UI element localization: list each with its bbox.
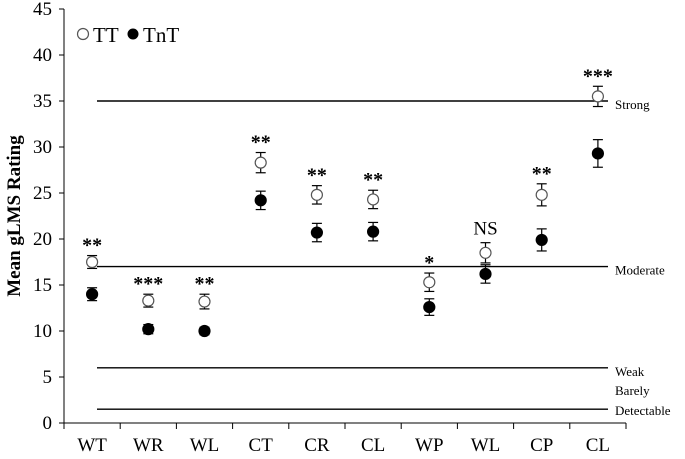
x-tick-label: WL [471, 435, 501, 456]
reference-label: Strong [615, 97, 650, 112]
x-tick-label: CP [530, 435, 553, 456]
y-tick-label: 45 [33, 0, 52, 20]
significance-label: *** [583, 65, 613, 87]
y-tick-label: 30 [33, 137, 52, 158]
y-tick-label: 20 [33, 229, 52, 250]
legend-tt-label: TT [93, 23, 119, 47]
legend-tt-marker [76, 27, 90, 41]
tt-point [142, 294, 155, 307]
tnt-point [85, 288, 99, 301]
tt-point [367, 193, 380, 206]
tnt-point [367, 225, 380, 238]
tt-point [479, 246, 492, 259]
tnt-point [423, 300, 436, 314]
tnt-point [198, 324, 211, 338]
significance-label: ** [532, 163, 552, 185]
significance-label: *** [133, 273, 163, 295]
x-tick-label: WP [415, 435, 444, 456]
tt-point [198, 295, 211, 308]
legend: TT TnT [76, 23, 179, 47]
tt-point [423, 276, 436, 289]
significance-label: NS [473, 219, 497, 240]
tnt-point [310, 226, 323, 239]
reference-label: Moderate [615, 263, 665, 278]
y-tick-label: 35 [33, 91, 52, 112]
y-tick-label: 5 [43, 367, 53, 388]
data-marks: ***** ****** ***NS***** [82, 65, 613, 338]
reference-label: Weak [615, 364, 645, 379]
y-tick-label: 0 [43, 413, 53, 434]
tnt-point [479, 267, 492, 281]
tnt-point [142, 323, 155, 336]
tt-point [254, 156, 267, 169]
significance-label: ** [307, 165, 327, 187]
y-tick-label: 15 [33, 275, 52, 296]
x-tick-label: CL [586, 435, 610, 456]
x-tick-label: CR [304, 435, 330, 456]
significance-label: * [424, 252, 434, 274]
significance-label: ** [82, 235, 102, 257]
x-tick-label: WR [133, 435, 164, 456]
legend-tnt-marker [127, 28, 139, 40]
x-tick-label: CT [249, 435, 274, 456]
tt-point [535, 188, 548, 201]
tt-point [85, 255, 99, 269]
tt-point [591, 90, 605, 103]
reference-label: Barely [615, 383, 650, 398]
significance-label: ** [363, 169, 383, 191]
axes: 0 5 10 15 20 25 30 35 40 45 WT WR WL CT CR CL WP WL CP CL Me… [4, 0, 627, 456]
reference-lines: Strong Moderate Weak Barely Detectable [97, 97, 671, 418]
y-tick-label: 25 [33, 183, 52, 204]
tnt-point [535, 233, 548, 247]
significance-label: ** [251, 132, 271, 154]
y-tick-label: 10 [33, 321, 52, 342]
reference-label: Detectable [615, 403, 671, 418]
tnt-point [254, 194, 267, 207]
tt-point [310, 188, 323, 201]
y-axis-label: Mean gLMS Rating [4, 135, 25, 297]
x-tick-label: WL [190, 435, 220, 456]
x-tick-label: CL [361, 435, 385, 456]
significance-label: ** [195, 273, 215, 295]
y-tick-label: 40 [33, 45, 52, 66]
tnt-point [591, 147, 605, 160]
legend-tnt-label: TnT [143, 23, 179, 47]
x-tick-label: WT [77, 435, 107, 456]
